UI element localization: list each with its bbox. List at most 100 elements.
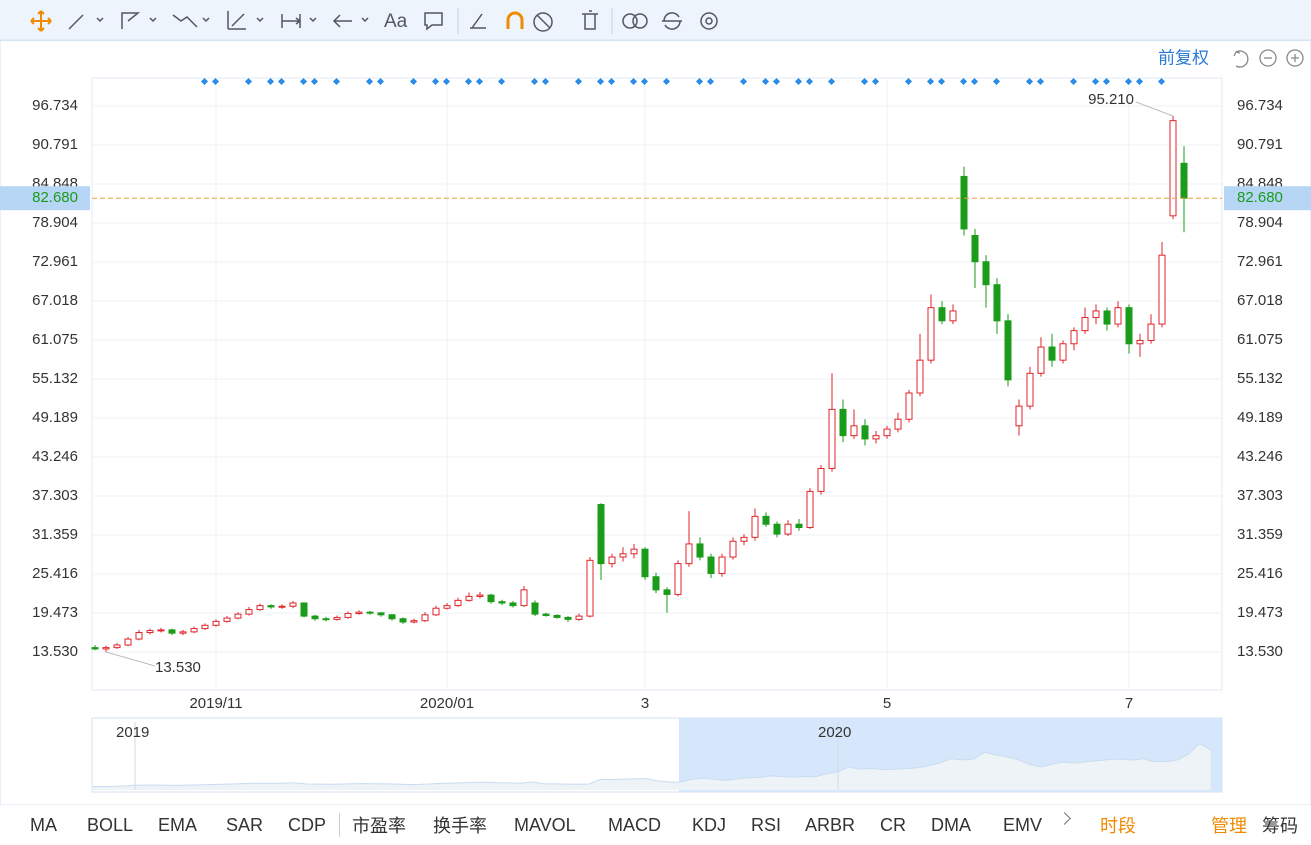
- font-button[interactable]: Aa: [384, 11, 408, 32]
- indicator-tab[interactable]: 市盈率: [352, 816, 406, 836]
- candle-body: [1169, 120, 1177, 217]
- event-marker[interactable]: [1102, 77, 1111, 86]
- event-marker[interactable]: [299, 77, 308, 86]
- magnet-tool[interactable]: [506, 11, 524, 29]
- indicator-tab[interactable]: MAVOL: [514, 814, 576, 835]
- event-marker[interactable]: [574, 77, 583, 86]
- event-marker[interactable]: [497, 77, 506, 86]
- event-marker[interactable]: [706, 77, 715, 86]
- sync-tool[interactable]: [662, 12, 682, 30]
- y-tick-label: 43.246: [32, 448, 78, 465]
- indicator-tab[interactable]: CR: [880, 814, 906, 835]
- event-marker[interactable]: [530, 77, 539, 86]
- event-marker[interactable]: [1124, 77, 1133, 86]
- event-marker[interactable]: [541, 77, 550, 86]
- event-marker[interactable]: [442, 77, 451, 86]
- comment-tool[interactable]: [424, 12, 443, 31]
- indicator-tab[interactable]: DMA: [931, 814, 971, 835]
- event-marker[interactable]: [431, 77, 440, 86]
- event-marker[interactable]: [475, 77, 484, 86]
- range-tool[interactable]: [281, 14, 302, 28]
- indicator-tab[interactable]: EMV: [1003, 814, 1043, 835]
- fib-tool[interactable]: [227, 11, 246, 30]
- event-marker[interactable]: [739, 77, 748, 86]
- event-marker[interactable]: [970, 77, 979, 86]
- candle-body: [894, 418, 902, 430]
- event-marker[interactable]: [827, 77, 836, 86]
- event-marker[interactable]: [596, 77, 605, 86]
- event-marker[interactable]: [860, 77, 869, 86]
- indicator-tab[interactable]: CDP: [288, 814, 327, 835]
- y-tick-label: 25.416: [32, 565, 78, 582]
- event-marker[interactable]: [805, 77, 814, 86]
- event-marker[interactable]: [1157, 77, 1166, 86]
- period-tab[interactable]: 时段: [1100, 816, 1136, 836]
- event-marker[interactable]: [1025, 77, 1034, 86]
- event-marker[interactable]: [772, 77, 781, 86]
- indicator-tab[interactable]: RSI: [751, 814, 782, 835]
- event-marker[interactable]: [607, 77, 616, 86]
- event-marker[interactable]: [959, 77, 968, 86]
- indicator-tab[interactable]: KDJ: [692, 814, 727, 835]
- back-tool[interactable]: [332, 14, 352, 28]
- event-marker[interactable]: [629, 77, 638, 86]
- chips-button[interactable]: 筹码: [1262, 816, 1298, 836]
- event-marker[interactable]: [376, 77, 385, 86]
- event-marker[interactable]: [244, 77, 253, 86]
- event-marker[interactable]: [332, 77, 341, 86]
- adjust-mode[interactable]: 前复权: [1158, 48, 1209, 67]
- line-tool[interactable]: [68, 14, 84, 30]
- manage-button[interactable]: 管理: [1211, 816, 1247, 836]
- event-marker[interactable]: [365, 77, 374, 86]
- event-marker[interactable]: [1135, 77, 1144, 86]
- candle-body: [520, 589, 528, 607]
- settings-tool[interactable]: [700, 12, 718, 30]
- indicator-tab[interactable]: MACD: [608, 814, 661, 835]
- reset-button[interactable]: [1233, 50, 1249, 68]
- min-pointer: [105, 651, 156, 667]
- indicator-tab[interactable]: ARBR: [805, 814, 856, 835]
- indicator-tab[interactable]: EMA: [158, 814, 198, 835]
- scroll-arrow[interactable]: [1058, 812, 1071, 825]
- candle-body: [1180, 162, 1188, 199]
- event-marker[interactable]: [937, 77, 946, 86]
- navigator-label: 2019: [116, 724, 149, 741]
- zoom-out[interactable]: [1259, 49, 1277, 67]
- indicator-tab[interactable]: SAR: [226, 814, 264, 835]
- y2-tick-label: 78.904: [1237, 214, 1283, 231]
- event-marker[interactable]: [277, 77, 286, 86]
- event-marker[interactable]: [211, 77, 220, 86]
- candle-body: [421, 614, 429, 622]
- compare-tool[interactable]: [622, 13, 648, 29]
- polyline-tool[interactable]: [121, 12, 141, 29]
- event-marker[interactable]: [926, 77, 935, 86]
- event-marker[interactable]: [761, 77, 770, 86]
- indicator-tab[interactable]: 换手率: [433, 816, 487, 836]
- event-marker[interactable]: [310, 77, 319, 86]
- indicator-tab[interactable]: MA: [30, 814, 57, 835]
- event-marker[interactable]: [1069, 77, 1078, 86]
- event-marker[interactable]: [1091, 77, 1100, 86]
- event-marker[interactable]: [992, 77, 1001, 86]
- candle-body: [1092, 310, 1100, 319]
- hide-tool[interactable]: [533, 12, 553, 32]
- event-marker[interactable]: [904, 77, 913, 86]
- event-marker[interactable]: [200, 77, 209, 86]
- event-marker[interactable]: [1036, 77, 1045, 86]
- event-marker[interactable]: [695, 77, 704, 86]
- event-marker[interactable]: [871, 77, 880, 86]
- event-marker[interactable]: [266, 77, 275, 86]
- angle-tool[interactable]: [470, 13, 486, 29]
- min-label: 13.530: [155, 659, 201, 676]
- delete-tool[interactable]: [582, 10, 598, 30]
- move-tool[interactable]: [30, 10, 52, 32]
- event-marker[interactable]: [794, 77, 803, 86]
- event-marker[interactable]: [662, 77, 671, 86]
- event-marker[interactable]: [409, 77, 418, 86]
- wave-tool[interactable]: [172, 14, 198, 28]
- indicator-tab[interactable]: BOLL: [87, 814, 134, 835]
- zoom-in[interactable]: [1286, 49, 1304, 67]
- event-marker[interactable]: [464, 77, 473, 86]
- candle-body: [553, 614, 561, 618]
- event-marker[interactable]: [640, 77, 649, 86]
